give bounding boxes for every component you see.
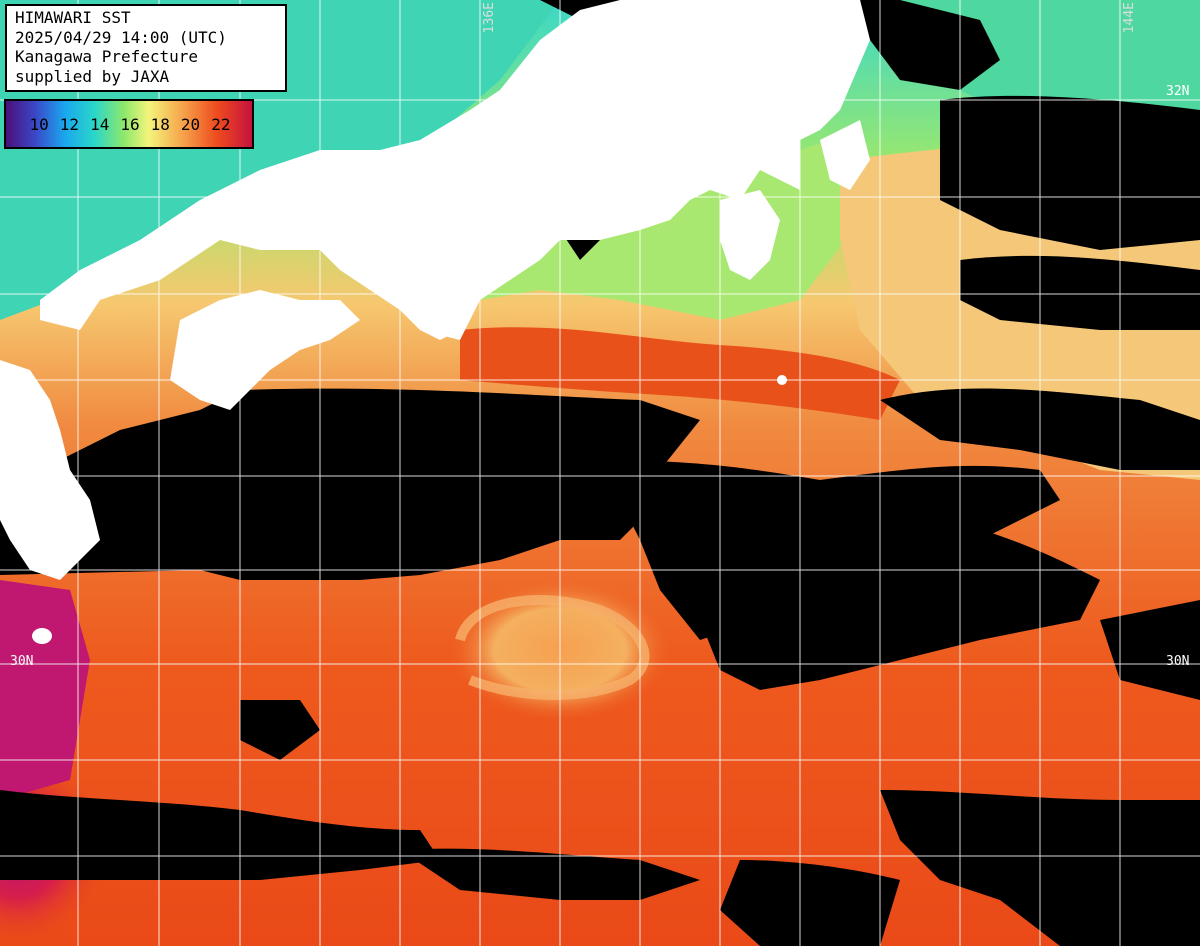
colorbar-tick: 22: [211, 114, 231, 134]
colorbar-tick: 18: [150, 114, 170, 134]
latitude-label-30n-right: 30N: [1166, 654, 1190, 669]
title-line-4: supplied by JAXA: [15, 66, 170, 86]
longitude-label-144e: 144E: [1122, 2, 1137, 34]
colorbar-tick: 14: [90, 114, 110, 134]
honshu-land: [40, 0, 870, 340]
colorbar-tick: 20: [180, 114, 201, 134]
latitude-label-32n: 32N: [1166, 84, 1190, 99]
kii-peninsula: [400, 240, 490, 340]
kyushu-land: [0, 360, 100, 580]
temperature-colorbar: 10 12 14 16 18 20 22: [4, 99, 254, 149]
izu-peninsula: [720, 190, 780, 280]
colorbar-tick: 10: [29, 114, 49, 134]
southwest-magenta: [0, 580, 90, 800]
longitude-label-136e: 136E: [482, 2, 497, 34]
title-line-2: 2025/04/29 14:00 (UTC): [15, 27, 227, 47]
small-island: [32, 628, 52, 644]
colorbar-tick: 12: [59, 114, 80, 134]
latitude-label-30n-left: 30N: [10, 654, 34, 669]
coastal-green-band: [480, 130, 860, 320]
title-line-3: Kanagawa Prefecture: [15, 47, 199, 66]
colorbar-tick: 16: [120, 114, 140, 134]
boso-peninsula: [820, 120, 870, 190]
title-box: HIMAWARI SST 2025/04/29 14:00 (UTC) Kana…: [5, 4, 287, 92]
title-line-1: HIMAWARI SST: [15, 8, 131, 27]
eddy-ring: [455, 595, 650, 700]
kuroshio-band: [460, 327, 900, 420]
